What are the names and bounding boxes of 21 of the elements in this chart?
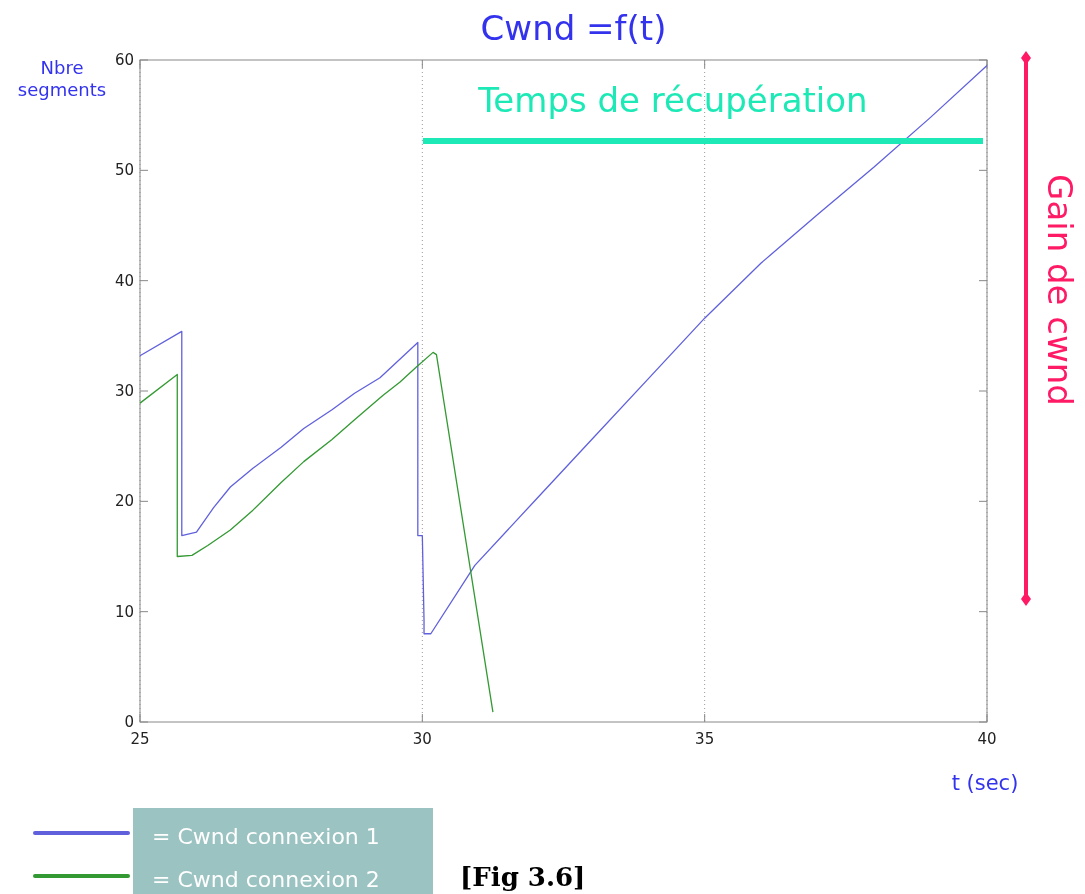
y-tick-label: 40 — [114, 271, 134, 290]
y-tick-label: 0 — [124, 713, 134, 731]
x-tick-label: 40 — [977, 730, 997, 748]
text: Gain de cwnd — [1040, 174, 1080, 406]
y-tick-label: 30 — [114, 382, 134, 400]
x-tick-label: 30 — [412, 730, 432, 748]
y-tick-label: 20 — [114, 492, 134, 511]
x-tick-label: 25 — [130, 730, 150, 748]
legend-label: = Cwnd connexion 1 — [152, 824, 380, 849]
text: [Fig 3.6] — [460, 862, 586, 892]
x-axis-title: t (sec) — [951, 771, 1019, 795]
y-tick-label: 10 — [114, 602, 134, 621]
line-series — [139, 64, 988, 635]
annotation: Temps de récupération — [477, 80, 868, 120]
chart-title: Cwnd =f(t) — [480, 8, 667, 48]
y-axis-title: Nbre segments — [17, 57, 107, 100]
line-series — [139, 351, 494, 713]
legend-label: = Cwnd connexion 2 — [152, 867, 380, 892]
x-tick-label: 35 — [695, 730, 715, 748]
y-tick-label: 60 — [114, 51, 134, 69]
y-tick-label: 50 — [114, 161, 134, 180]
